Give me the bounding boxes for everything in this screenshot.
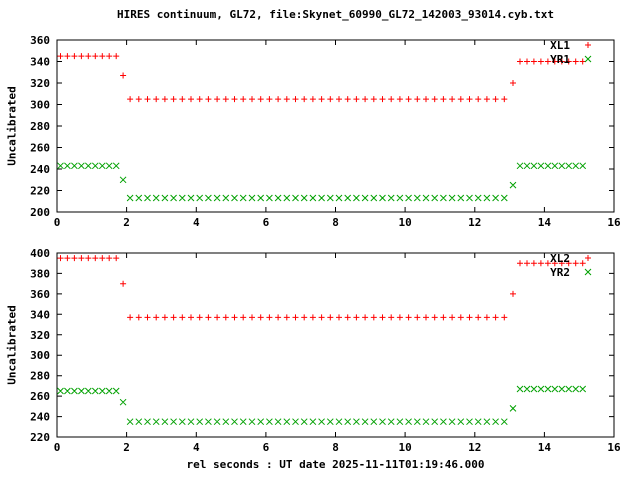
y-tick-label: 200 <box>30 206 50 219</box>
series-YR2 <box>57 385 587 426</box>
x-tick-label: 16 <box>607 441 621 454</box>
chart-title: HIRES continuum, GL72, file:Skynet_60990… <box>116 8 555 21</box>
series-XL1 <box>57 53 586 103</box>
x-tick-label: 0 <box>54 441 61 454</box>
y-tick-label: 380 <box>30 267 50 280</box>
panel-top: 0 2 4 6 8 10 12 14 16 200 220 240 260 280 300 320 340 360… <box>30 34 621 229</box>
legend-label-YR2: YR2 <box>550 266 570 279</box>
y-tick-label: 220 <box>30 185 50 198</box>
x-tick-label: 12 <box>468 216 481 229</box>
legend-marker-XL2 <box>585 255 591 261</box>
y-tick-label: 260 <box>30 142 50 155</box>
panel-bottom: 0 2 4 6 8 10 12 14 16 220 240 260 280 300 320 340 360 380… <box>30 247 621 454</box>
y-tick-label: 300 <box>30 99 50 112</box>
x-tick-label: 0 <box>54 216 61 229</box>
x-axis-label: rel seconds : UT date 2025-11-11T01:19:4… <box>186 458 485 471</box>
x-tick-label: 12 <box>468 441 481 454</box>
x-tick-label: 2 <box>123 441 130 454</box>
x-tick-label: 4 <box>193 216 200 229</box>
x-tick-label: 8 <box>332 441 339 454</box>
plot-border <box>56 252 615 438</box>
legend-label-XL2: XL2 <box>550 252 570 265</box>
y-tick-label: 360 <box>30 288 50 301</box>
y-tick-label: 240 <box>30 163 50 176</box>
x-tick-label: 16 <box>607 216 621 229</box>
y-tick-label: 240 <box>30 411 50 424</box>
y-tick-label: 300 <box>30 349 50 362</box>
x-tick-label: 6 <box>263 216 270 229</box>
legend-label-YR1: YR1 <box>550 53 570 66</box>
x-tick-label: 4 <box>193 441 200 454</box>
x-tick-label: 8 <box>332 216 339 229</box>
x-tick-label: 2 <box>123 216 130 229</box>
x-tick-label: 14 <box>538 441 552 454</box>
legend-marker-YR1 <box>584 55 592 63</box>
x-tick-label: 10 <box>398 216 411 229</box>
x-tick-label: 14 <box>538 216 552 229</box>
legend-marker-XL1 <box>585 42 591 48</box>
x-tick-label: 10 <box>398 441 411 454</box>
y-tick-label: 340 <box>30 308 50 321</box>
series-XL2 <box>57 255 586 321</box>
x-tick-label: 6 <box>263 441 270 454</box>
y-tick-label: 400 <box>30 247 50 260</box>
y-tick-label: 360 <box>30 34 50 47</box>
series-YR1 <box>57 162 587 202</box>
y-tick-label: 280 <box>30 370 50 383</box>
y-tick-label: 320 <box>30 329 50 342</box>
y-tick-label: 280 <box>30 120 50 133</box>
y-tick-label: 220 <box>30 431 50 444</box>
legend-marker-YR2 <box>584 268 592 276</box>
plot-border <box>56 39 615 213</box>
y-tick-label: 340 <box>30 56 50 69</box>
legend-label-XL1: XL1 <box>550 39 570 52</box>
y-tick-label: 260 <box>30 390 50 403</box>
y-tick-label: 320 <box>30 77 50 90</box>
